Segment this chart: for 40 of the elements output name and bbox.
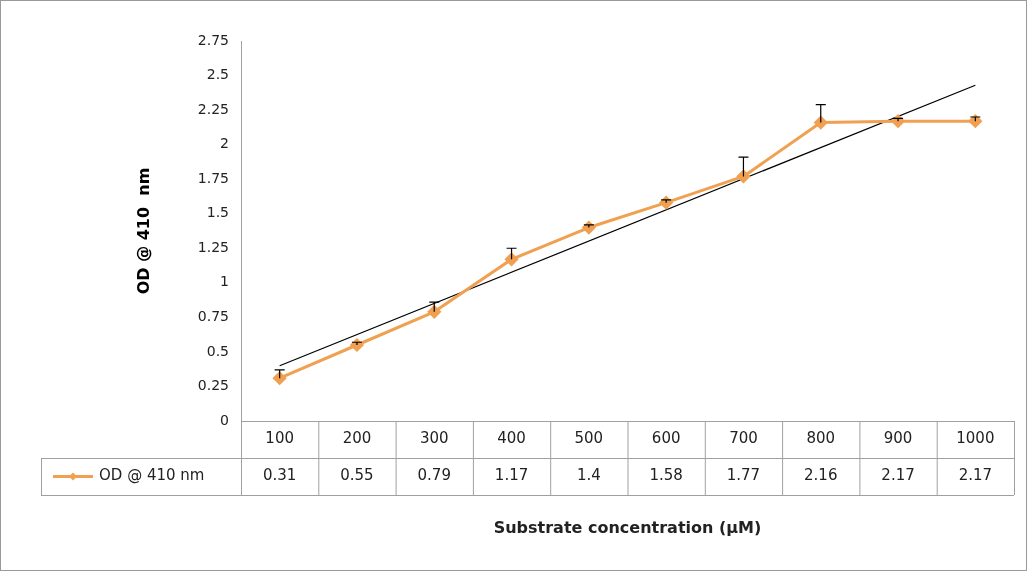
- x-axis-title: Substrate concentration (µM): [493, 518, 762, 538]
- data-label: 2.17: [881, 466, 915, 485]
- data-label: 2.16: [804, 466, 838, 485]
- x-tick-label: 700: [729, 429, 758, 448]
- point: [505, 252, 519, 266]
- y-tick-label: 0.75: [197, 308, 229, 324]
- y-tick-label: 1.25: [197, 238, 229, 255]
- y-tick-label: 0.25: [197, 377, 229, 394]
- data-label: 1.58: [649, 466, 683, 485]
- data-label: 0.79: [417, 466, 451, 485]
- x-tick-label: 300: [419, 429, 449, 448]
- x-tick-label: 500: [574, 429, 604, 448]
- data-label: 2.17: [958, 466, 993, 485]
- y-tick-label: 0: [220, 411, 229, 428]
- y-tick-label: 2.75: [197, 31, 229, 48]
- legend-label: OD @ 410 nm: [99, 466, 205, 485]
- point: [814, 116, 828, 130]
- data-label: 0.31: [262, 466, 297, 485]
- x-tick-label: 200: [342, 429, 372, 448]
- y-tick-label: 1.75: [197, 169, 229, 186]
- y-tick-label: 2.5: [206, 66, 229, 83]
- y-tick-label: 1.5: [206, 204, 229, 221]
- y-tick-label: 0.5: [206, 342, 229, 359]
- point: [736, 169, 750, 183]
- point: [273, 371, 287, 385]
- y-tick-label: 2: [220, 135, 229, 152]
- x-tick-label: 800: [806, 429, 836, 448]
- x-tick-label: 100: [265, 429, 294, 448]
- y-tick-label: 1: [220, 273, 229, 290]
- data-label: 1.17: [494, 466, 529, 485]
- point: [427, 305, 441, 319]
- x-tick-label: 600: [651, 429, 681, 448]
- data-label: 1.77: [726, 466, 761, 485]
- x-tick-label: 900: [883, 429, 913, 448]
- x-tick-label: 400: [497, 429, 526, 448]
- y-tick-label: 2.25: [197, 100, 229, 117]
- data-label: 0.55: [340, 466, 374, 485]
- y-axis-title: OD @ 410 nm: [133, 167, 153, 295]
- data-label: 1.4: [576, 466, 601, 485]
- x-tick-label: 1000: [956, 429, 995, 448]
